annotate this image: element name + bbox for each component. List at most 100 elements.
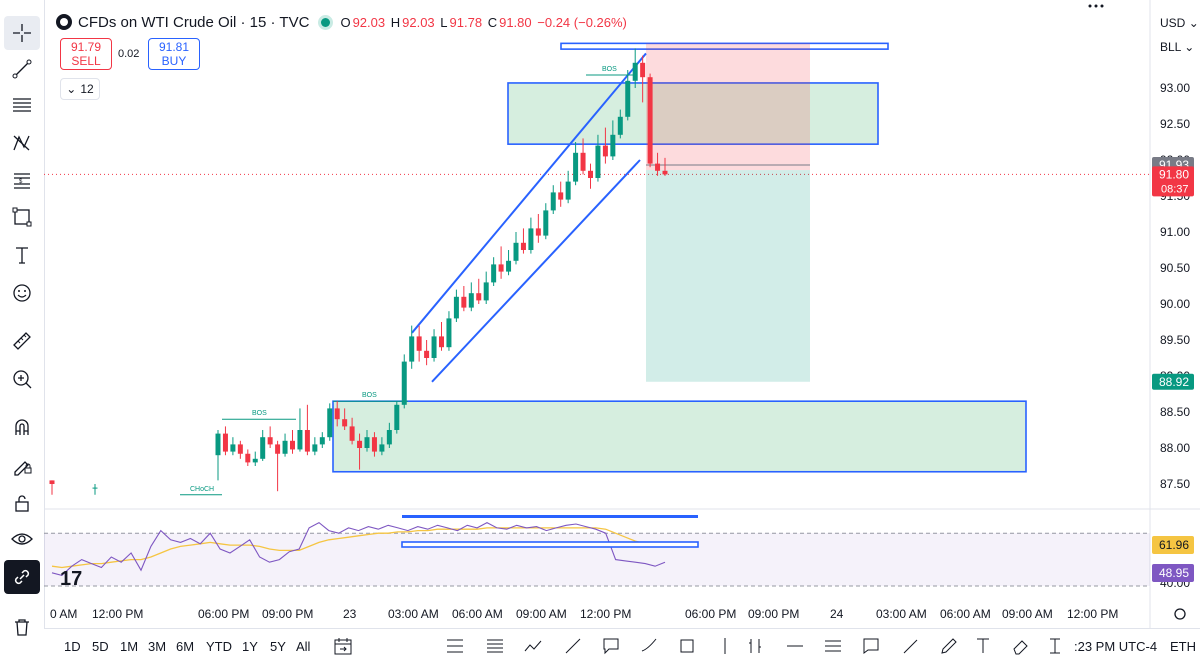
horizontal-ray-icon[interactable] xyxy=(784,635,808,657)
candle-body xyxy=(550,192,556,211)
rsi-ma-line xyxy=(51,527,665,569)
price-tick-label: 88.00 xyxy=(1160,441,1190,455)
candle-body xyxy=(416,336,422,351)
range-6m[interactable]: 6M xyxy=(176,639,195,654)
highlighter-icon[interactable] xyxy=(938,635,962,657)
text-tool-icon[interactable] xyxy=(972,635,996,657)
ohlc-open: 92.03 xyxy=(352,14,386,30)
rsi-badge-value: 61.96 xyxy=(1159,538,1189,552)
date-range-icon[interactable] xyxy=(332,635,356,657)
ruler-icon[interactable] xyxy=(4,324,40,358)
candle-body xyxy=(260,437,266,459)
lock-drawings-icon[interactable] xyxy=(4,448,40,482)
candle-body xyxy=(528,228,534,250)
trash-icon[interactable] xyxy=(4,610,40,644)
magnet-icon[interactable] xyxy=(4,410,40,444)
price-tick-label: 90.50 xyxy=(1160,261,1190,275)
fib-icon[interactable] xyxy=(484,635,508,657)
text-icon[interactable] xyxy=(4,238,40,272)
range-1y[interactable]: 1Y xyxy=(242,639,258,654)
ohlc-close: 91.80 xyxy=(499,14,532,30)
tradingview-logo-icon: 17 xyxy=(60,568,82,590)
parallel-channel-icon[interactable] xyxy=(822,635,846,657)
candle-body xyxy=(573,152,579,182)
candle-body xyxy=(558,192,564,200)
candle-body xyxy=(543,210,549,236)
line-icon[interactable] xyxy=(562,635,586,657)
more-options-icon[interactable] xyxy=(1088,2,1104,10)
crosshair-icon[interactable] xyxy=(4,16,40,50)
range-1d[interactable]: 1D xyxy=(64,639,81,654)
price-tick-label: 91.00 xyxy=(1160,225,1190,239)
structure-label: CHoCH xyxy=(190,486,214,493)
take-profit-zone xyxy=(646,170,810,382)
candle-body xyxy=(476,293,482,301)
ohlc-high: 92.03 xyxy=(402,14,435,30)
time-tick-label: 06:00 PM xyxy=(685,607,736,621)
settings-gear-icon[interactable] xyxy=(1174,608,1186,620)
structure-label: BOS xyxy=(362,392,377,399)
range-all[interactable]: All xyxy=(296,639,311,654)
candle-body xyxy=(245,453,251,463)
range-1m[interactable]: 1M xyxy=(120,639,139,654)
candle-body xyxy=(602,145,608,157)
candle-body xyxy=(506,260,512,272)
fib-retracement-icon[interactable] xyxy=(4,88,40,122)
market-open-dot-icon xyxy=(321,17,331,27)
long-position-icon[interactable] xyxy=(444,635,468,657)
candle-body xyxy=(513,242,519,261)
ohlc-change: −0.24 (−0.26%) xyxy=(537,14,627,30)
candle-body xyxy=(371,437,377,452)
bars-pattern-icon[interactable] xyxy=(744,635,768,657)
stop-loss-zone xyxy=(646,43,810,171)
note-icon[interactable] xyxy=(860,635,884,657)
price-tick-label: 93.00 xyxy=(1160,81,1190,95)
ohlc-values: O 92.03 H 92.03 L 91.78 C 91.80 −0.24 (−0.26… xyxy=(340,15,628,30)
trend-line-icon[interactable] xyxy=(4,52,40,86)
rectangle-tool-icon[interactable] xyxy=(676,635,700,657)
prediction-icon[interactable]: $ xyxy=(4,164,40,198)
range-5d[interactable]: 5D xyxy=(92,639,109,654)
session-toggle[interactable]: ETH xyxy=(1170,639,1196,654)
callout-icon[interactable] xyxy=(600,635,624,657)
link-icon[interactable] xyxy=(4,560,40,594)
symbol-logo-icon xyxy=(56,14,72,30)
candle-body xyxy=(565,181,571,200)
chevron-down-icon: ⌄ xyxy=(66,82,77,96)
emoji-icon[interactable] xyxy=(4,276,40,310)
range-3m[interactable]: 3M xyxy=(148,639,167,654)
rectangle-icon[interactable] xyxy=(4,200,40,234)
time-tick-label: 09:00 PM xyxy=(748,607,799,621)
path-icon[interactable] xyxy=(522,635,546,657)
pattern-icon[interactable] xyxy=(4,126,40,160)
unit-select[interactable]: BLL ⌄ xyxy=(1160,40,1194,54)
eye-icon[interactable] xyxy=(4,522,40,556)
candle-body xyxy=(290,440,295,450)
range-5y[interactable]: 5Y xyxy=(270,639,286,654)
price-range-icon[interactable] xyxy=(1044,635,1068,657)
symbol-title[interactable]: CFDs on WTI Crude Oil · 15 · TVC xyxy=(78,13,310,31)
eraser-icon[interactable] xyxy=(1010,635,1034,657)
candle-body xyxy=(237,444,243,454)
clock-timezone[interactable]: :23 PM UTC-4 xyxy=(1074,639,1158,654)
unlock-icon[interactable] xyxy=(4,486,40,520)
range-ytd[interactable]: YTD xyxy=(206,639,232,654)
candle-body xyxy=(461,296,467,308)
indicators-collapse-button[interactable]: ⌄ 12 xyxy=(60,78,100,100)
svg-text:$: $ xyxy=(19,179,23,185)
candle-body xyxy=(357,440,363,448)
time-tick-label: 09:00 PM xyxy=(262,607,313,621)
time-tick-label: 06:00 AM xyxy=(452,607,503,621)
brush-icon[interactable] xyxy=(638,635,662,657)
vertical-line-icon[interactable] xyxy=(714,635,738,657)
rsi-badge-value: 48.95 xyxy=(1159,566,1189,580)
zoom-in-icon[interactable] xyxy=(4,362,40,396)
rsi-range-bottom-marker xyxy=(401,541,699,548)
buy-button[interactable]: 91.81 BUY xyxy=(148,38,200,70)
candle-body xyxy=(655,163,661,171)
rsi-badge xyxy=(1152,564,1194,582)
sell-button[interactable]: 91.79 SELL xyxy=(60,38,112,70)
arrow-marker-icon[interactable] xyxy=(900,635,924,657)
currency-select[interactable]: USD ⌄ xyxy=(1160,16,1199,30)
